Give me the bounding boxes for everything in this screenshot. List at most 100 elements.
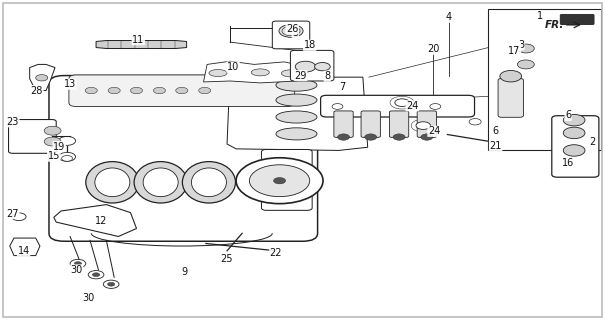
Text: 8: 8	[324, 71, 330, 81]
Text: 6: 6	[565, 110, 571, 120]
Text: 21: 21	[489, 141, 502, 151]
Ellipse shape	[276, 111, 317, 123]
Text: 27: 27	[7, 209, 19, 219]
Ellipse shape	[143, 168, 178, 197]
FancyBboxPatch shape	[361, 111, 381, 137]
Polygon shape	[227, 71, 368, 150]
Text: 18: 18	[304, 40, 316, 50]
Text: 4: 4	[445, 12, 452, 22]
FancyBboxPatch shape	[560, 14, 594, 25]
Circle shape	[517, 60, 534, 69]
Circle shape	[249, 165, 310, 197]
FancyBboxPatch shape	[390, 111, 409, 137]
FancyBboxPatch shape	[272, 21, 310, 49]
FancyBboxPatch shape	[321, 95, 474, 117]
Circle shape	[108, 282, 115, 286]
Circle shape	[563, 127, 585, 139]
Circle shape	[489, 125, 502, 131]
Ellipse shape	[95, 168, 130, 197]
Circle shape	[85, 87, 97, 94]
FancyBboxPatch shape	[334, 111, 353, 137]
Text: 19: 19	[53, 142, 65, 152]
Circle shape	[236, 158, 323, 204]
Text: 17: 17	[508, 46, 520, 56]
FancyBboxPatch shape	[552, 116, 599, 177]
Circle shape	[154, 87, 166, 94]
Text: 12: 12	[95, 216, 107, 226]
Ellipse shape	[276, 128, 317, 140]
Circle shape	[11, 213, 26, 220]
Ellipse shape	[276, 94, 317, 106]
Polygon shape	[30, 64, 55, 91]
Circle shape	[36, 75, 48, 81]
Circle shape	[395, 99, 410, 107]
Circle shape	[469, 119, 481, 125]
Ellipse shape	[281, 70, 299, 77]
Text: 29: 29	[295, 71, 307, 81]
Text: 16: 16	[562, 157, 574, 168]
Circle shape	[393, 134, 405, 140]
Circle shape	[131, 87, 143, 94]
Text: 3: 3	[518, 40, 524, 50]
Circle shape	[44, 126, 61, 135]
Text: 13: 13	[64, 79, 76, 89]
Text: 22: 22	[270, 248, 282, 258]
Text: 14: 14	[18, 246, 30, 256]
Text: 26: 26	[286, 24, 298, 34]
FancyBboxPatch shape	[417, 111, 436, 137]
Text: 11: 11	[132, 35, 145, 44]
Text: 10: 10	[227, 62, 239, 72]
FancyBboxPatch shape	[69, 75, 295, 107]
Circle shape	[88, 270, 104, 279]
Text: 1: 1	[537, 11, 543, 21]
Text: 2: 2	[589, 138, 595, 148]
Ellipse shape	[191, 168, 226, 197]
Bar	[488, 9, 601, 150]
Text: 30: 30	[71, 265, 83, 275]
Text: 24: 24	[406, 101, 419, 111]
Text: 6: 6	[492, 126, 499, 136]
Circle shape	[70, 260, 86, 268]
Ellipse shape	[134, 162, 187, 203]
Circle shape	[338, 134, 350, 140]
Circle shape	[517, 44, 534, 53]
Circle shape	[59, 152, 76, 161]
Text: 23: 23	[7, 117, 19, 127]
Circle shape	[421, 134, 433, 140]
Polygon shape	[10, 238, 40, 256]
Text: FR.: FR.	[544, 20, 564, 30]
Text: 24: 24	[428, 126, 440, 136]
FancyBboxPatch shape	[290, 50, 334, 81]
Circle shape	[175, 87, 188, 94]
Circle shape	[93, 273, 100, 276]
Text: 25: 25	[220, 254, 233, 264]
Circle shape	[430, 104, 440, 109]
Polygon shape	[203, 61, 307, 83]
Circle shape	[74, 262, 82, 266]
Text: 30: 30	[82, 293, 94, 303]
Ellipse shape	[209, 69, 227, 76]
Circle shape	[563, 115, 585, 126]
Circle shape	[279, 25, 303, 37]
Ellipse shape	[251, 69, 269, 76]
Circle shape	[198, 87, 211, 94]
Circle shape	[315, 62, 330, 71]
Polygon shape	[96, 41, 186, 49]
Circle shape	[108, 87, 120, 94]
Text: 28: 28	[31, 85, 43, 96]
Circle shape	[365, 134, 377, 140]
Circle shape	[44, 137, 61, 146]
Text: 9: 9	[182, 267, 188, 277]
Text: 5: 5	[292, 28, 298, 37]
Ellipse shape	[276, 79, 317, 91]
FancyBboxPatch shape	[498, 78, 523, 117]
Circle shape	[416, 122, 431, 129]
FancyBboxPatch shape	[49, 76, 318, 241]
FancyBboxPatch shape	[261, 149, 312, 210]
Circle shape	[295, 61, 316, 72]
Circle shape	[500, 70, 522, 82]
Text: 7: 7	[339, 82, 345, 92]
Circle shape	[62, 156, 73, 161]
FancyBboxPatch shape	[8, 120, 56, 153]
Circle shape	[103, 280, 119, 288]
